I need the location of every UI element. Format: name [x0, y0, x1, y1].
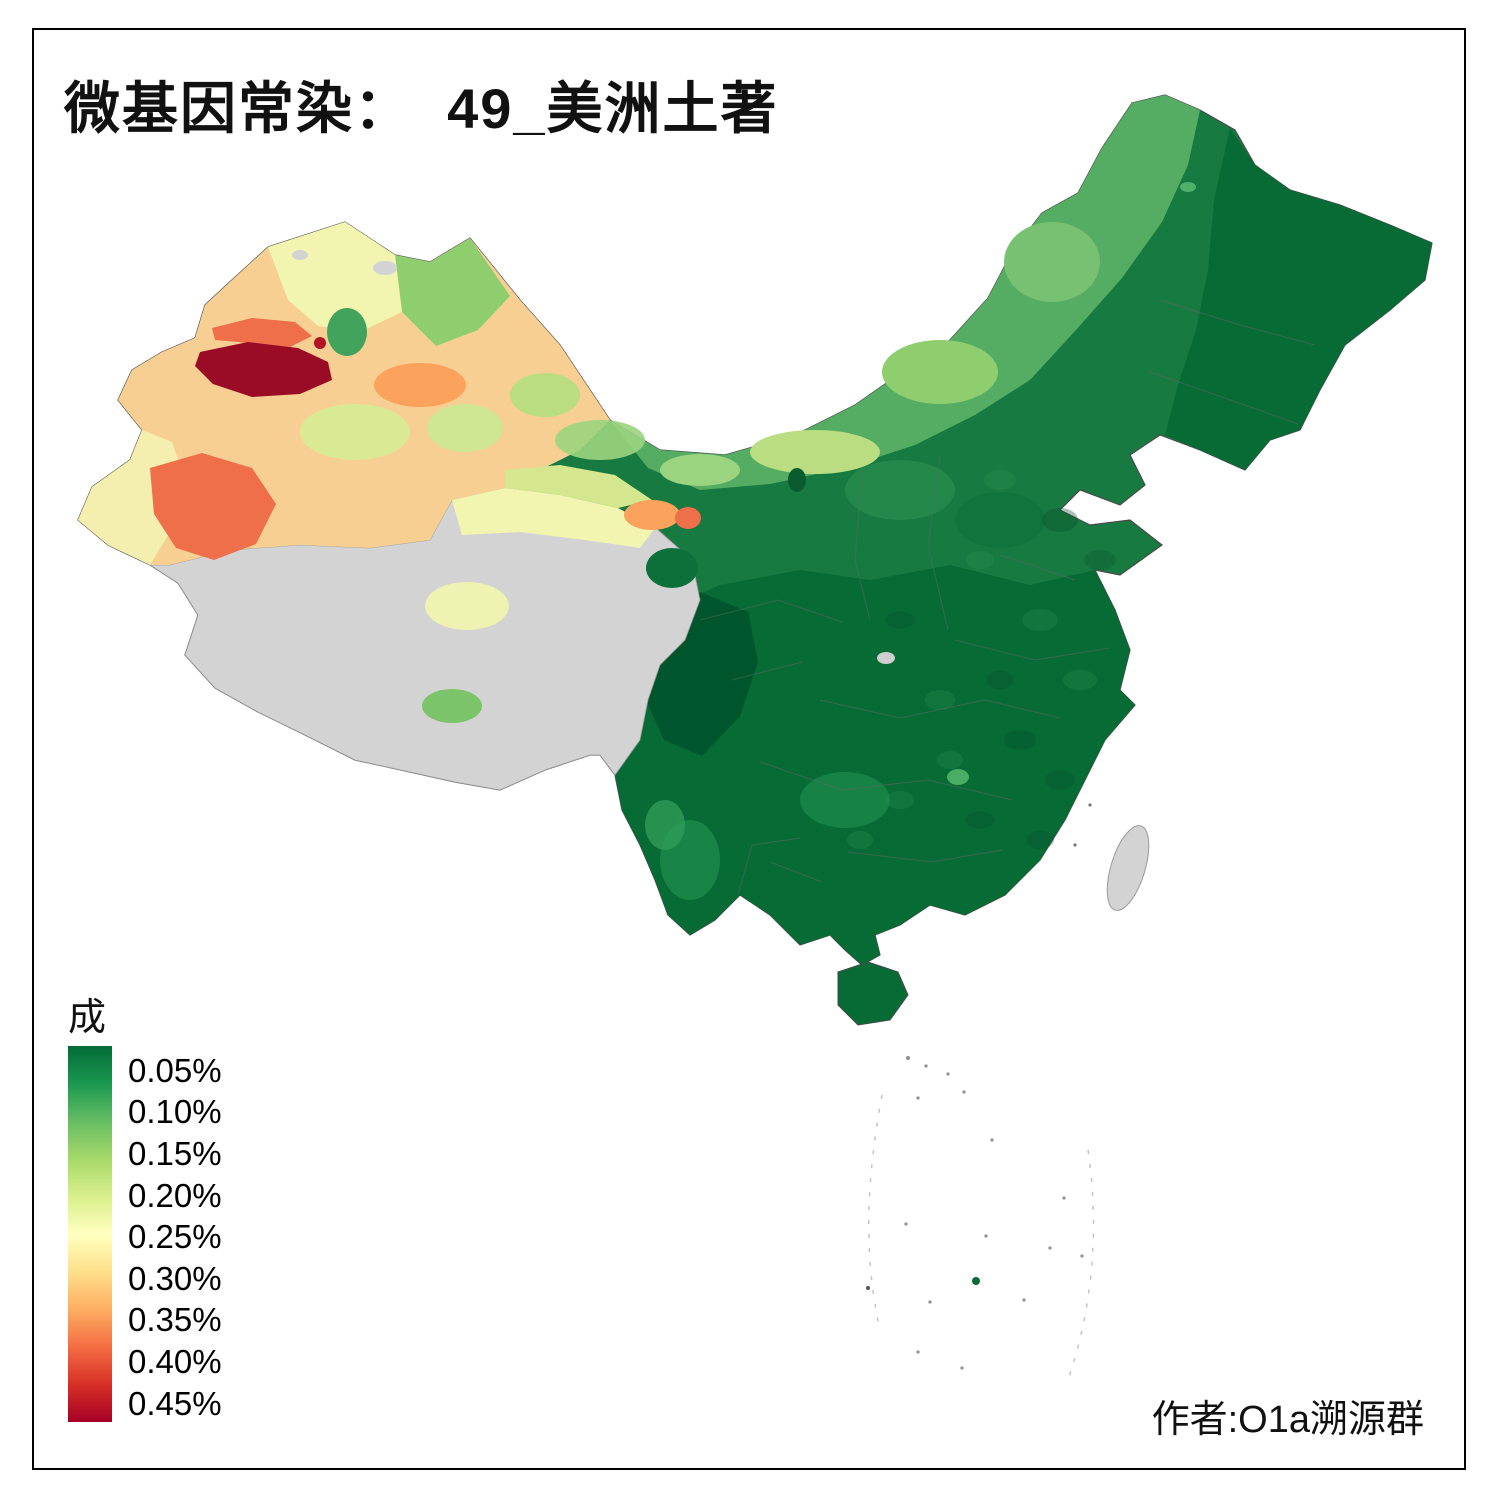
county-texture — [847, 470, 1116, 849]
region-xinjiang-yellowgreen-1 — [300, 404, 410, 460]
south-china-sea-islets — [866, 803, 1095, 1381]
region-tibet-green-patch — [422, 689, 482, 723]
legend-tick: 0.40% — [128, 1342, 222, 1380]
legend-tick: 0.05% — [128, 1051, 222, 1089]
region-qinghai-east-orange — [624, 500, 680, 530]
hainan-island — [837, 961, 909, 1026]
region-xinjiang-darkred-max — [195, 342, 332, 397]
region-xinjiang-bright-green — [327, 308, 367, 356]
region-center-gray-speck — [877, 652, 895, 664]
region-inner-mongolia-light-4 — [660, 454, 740, 486]
region-gansu-yellowgreen — [505, 465, 652, 508]
region-xinjiang-gray-speck-2 — [292, 250, 308, 260]
legend-tick: 0.30% — [128, 1259, 222, 1297]
legend-tick: 0.10% — [128, 1093, 222, 1131]
region-ne-light-dot — [1180, 182, 1196, 192]
region-xinjiang-orange-east — [374, 363, 466, 407]
region-far-northeast — [1165, 128, 1432, 470]
region-gansu-corridor-paleyellow — [452, 488, 655, 548]
region-xinjiang-salmon-band — [212, 318, 312, 347]
region-south-gansu-dark — [646, 548, 698, 588]
region-inner-mongolia-light-1 — [882, 340, 998, 404]
region-guizhou-light — [800, 772, 890, 828]
region-qinghai-east-salmon — [675, 507, 701, 529]
region-inner-mongolia-light-3 — [750, 430, 880, 474]
region-gansu-lightgreen — [555, 420, 645, 460]
region-xinjiang-west-paleyellow — [78, 430, 186, 565]
legend-tick: 0.25% — [128, 1218, 222, 1256]
region-xinjiang-lightgreen-hami — [510, 373, 580, 417]
region-xinjiang-west-salmon — [150, 453, 276, 560]
region-xinjiang-gray-speck-1 — [373, 261, 397, 275]
region-xinjiang-small-red-dot — [314, 337, 326, 349]
region-inner-mongolia-light-2 — [1004, 222, 1100, 302]
region-yunnan-light-2 — [645, 800, 685, 850]
legend-tick: 0.15% — [128, 1134, 222, 1172]
province-borders — [699, 299, 1316, 896]
legend-tick: 0.35% — [128, 1301, 222, 1339]
map-title: 微基因常染： 49_美洲土著 — [64, 77, 779, 140]
region-qinghai-paleyellow-patch — [425, 582, 509, 630]
region-ningxia-dark-dot — [788, 468, 806, 492]
region-south-dot-light — [947, 769, 969, 785]
region-xinjiang-altai-green — [395, 238, 510, 346]
legend-ticks: 0.05% 0.10% 0.15% 0.20% 0.25% 0.30% 0.35… — [128, 1050, 222, 1424]
region-north-shade-1 — [845, 460, 955, 520]
taiwan-island-nodata — [1106, 825, 1150, 911]
plot-frame — [32, 28, 1466, 1470]
attribution: 作者:O1a溯源群 — [1151, 1399, 1424, 1441]
region-north-shade-2 — [955, 492, 1045, 548]
region-xinjiang-yellowgreen-2 — [427, 404, 503, 452]
legend-gradient — [68, 1046, 112, 1422]
legend-tick: 0.45% — [128, 1384, 222, 1422]
legend-tick: 0.20% — [128, 1176, 222, 1214]
region-xinjiang-nw-paleyellow — [268, 222, 402, 332]
